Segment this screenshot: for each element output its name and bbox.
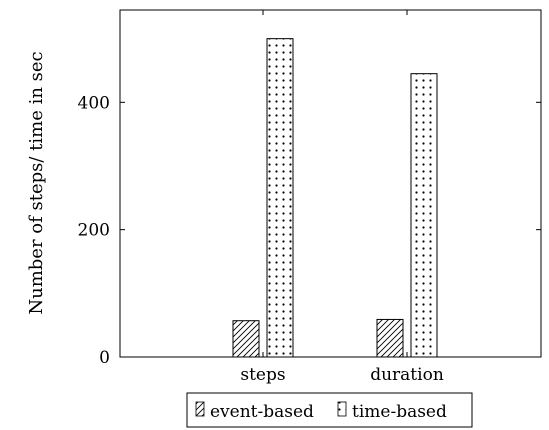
bar-time-based-steps xyxy=(266,38,294,358)
y-axis-title: Number of steps/ time in sec xyxy=(26,51,47,314)
y-tick-label-200: 200 xyxy=(78,221,110,241)
bar-event-based-duration xyxy=(376,318,404,358)
plot-frame xyxy=(119,9,542,358)
y-tick-label-400: 400 xyxy=(78,93,110,113)
legend-label-time-based: time-based xyxy=(352,402,447,422)
x-axis: steps duration xyxy=(240,10,444,385)
x-tick-label-steps: steps xyxy=(240,365,285,385)
y-tick-label-0: 0 xyxy=(99,348,110,368)
y-axis: 0 200 400 xyxy=(78,93,541,368)
bar-time-based-duration xyxy=(410,73,438,358)
legend-swatch-time-based xyxy=(337,401,347,417)
legend-box xyxy=(186,392,473,428)
x-tick-label-duration: duration xyxy=(370,365,444,385)
legend-swatch-event-based xyxy=(195,401,205,417)
legend: event-based time-based xyxy=(186,392,473,428)
bar-event-based-steps xyxy=(232,320,260,358)
legend-label-event-based: event-based xyxy=(210,402,314,422)
bars-layer xyxy=(232,38,438,358)
